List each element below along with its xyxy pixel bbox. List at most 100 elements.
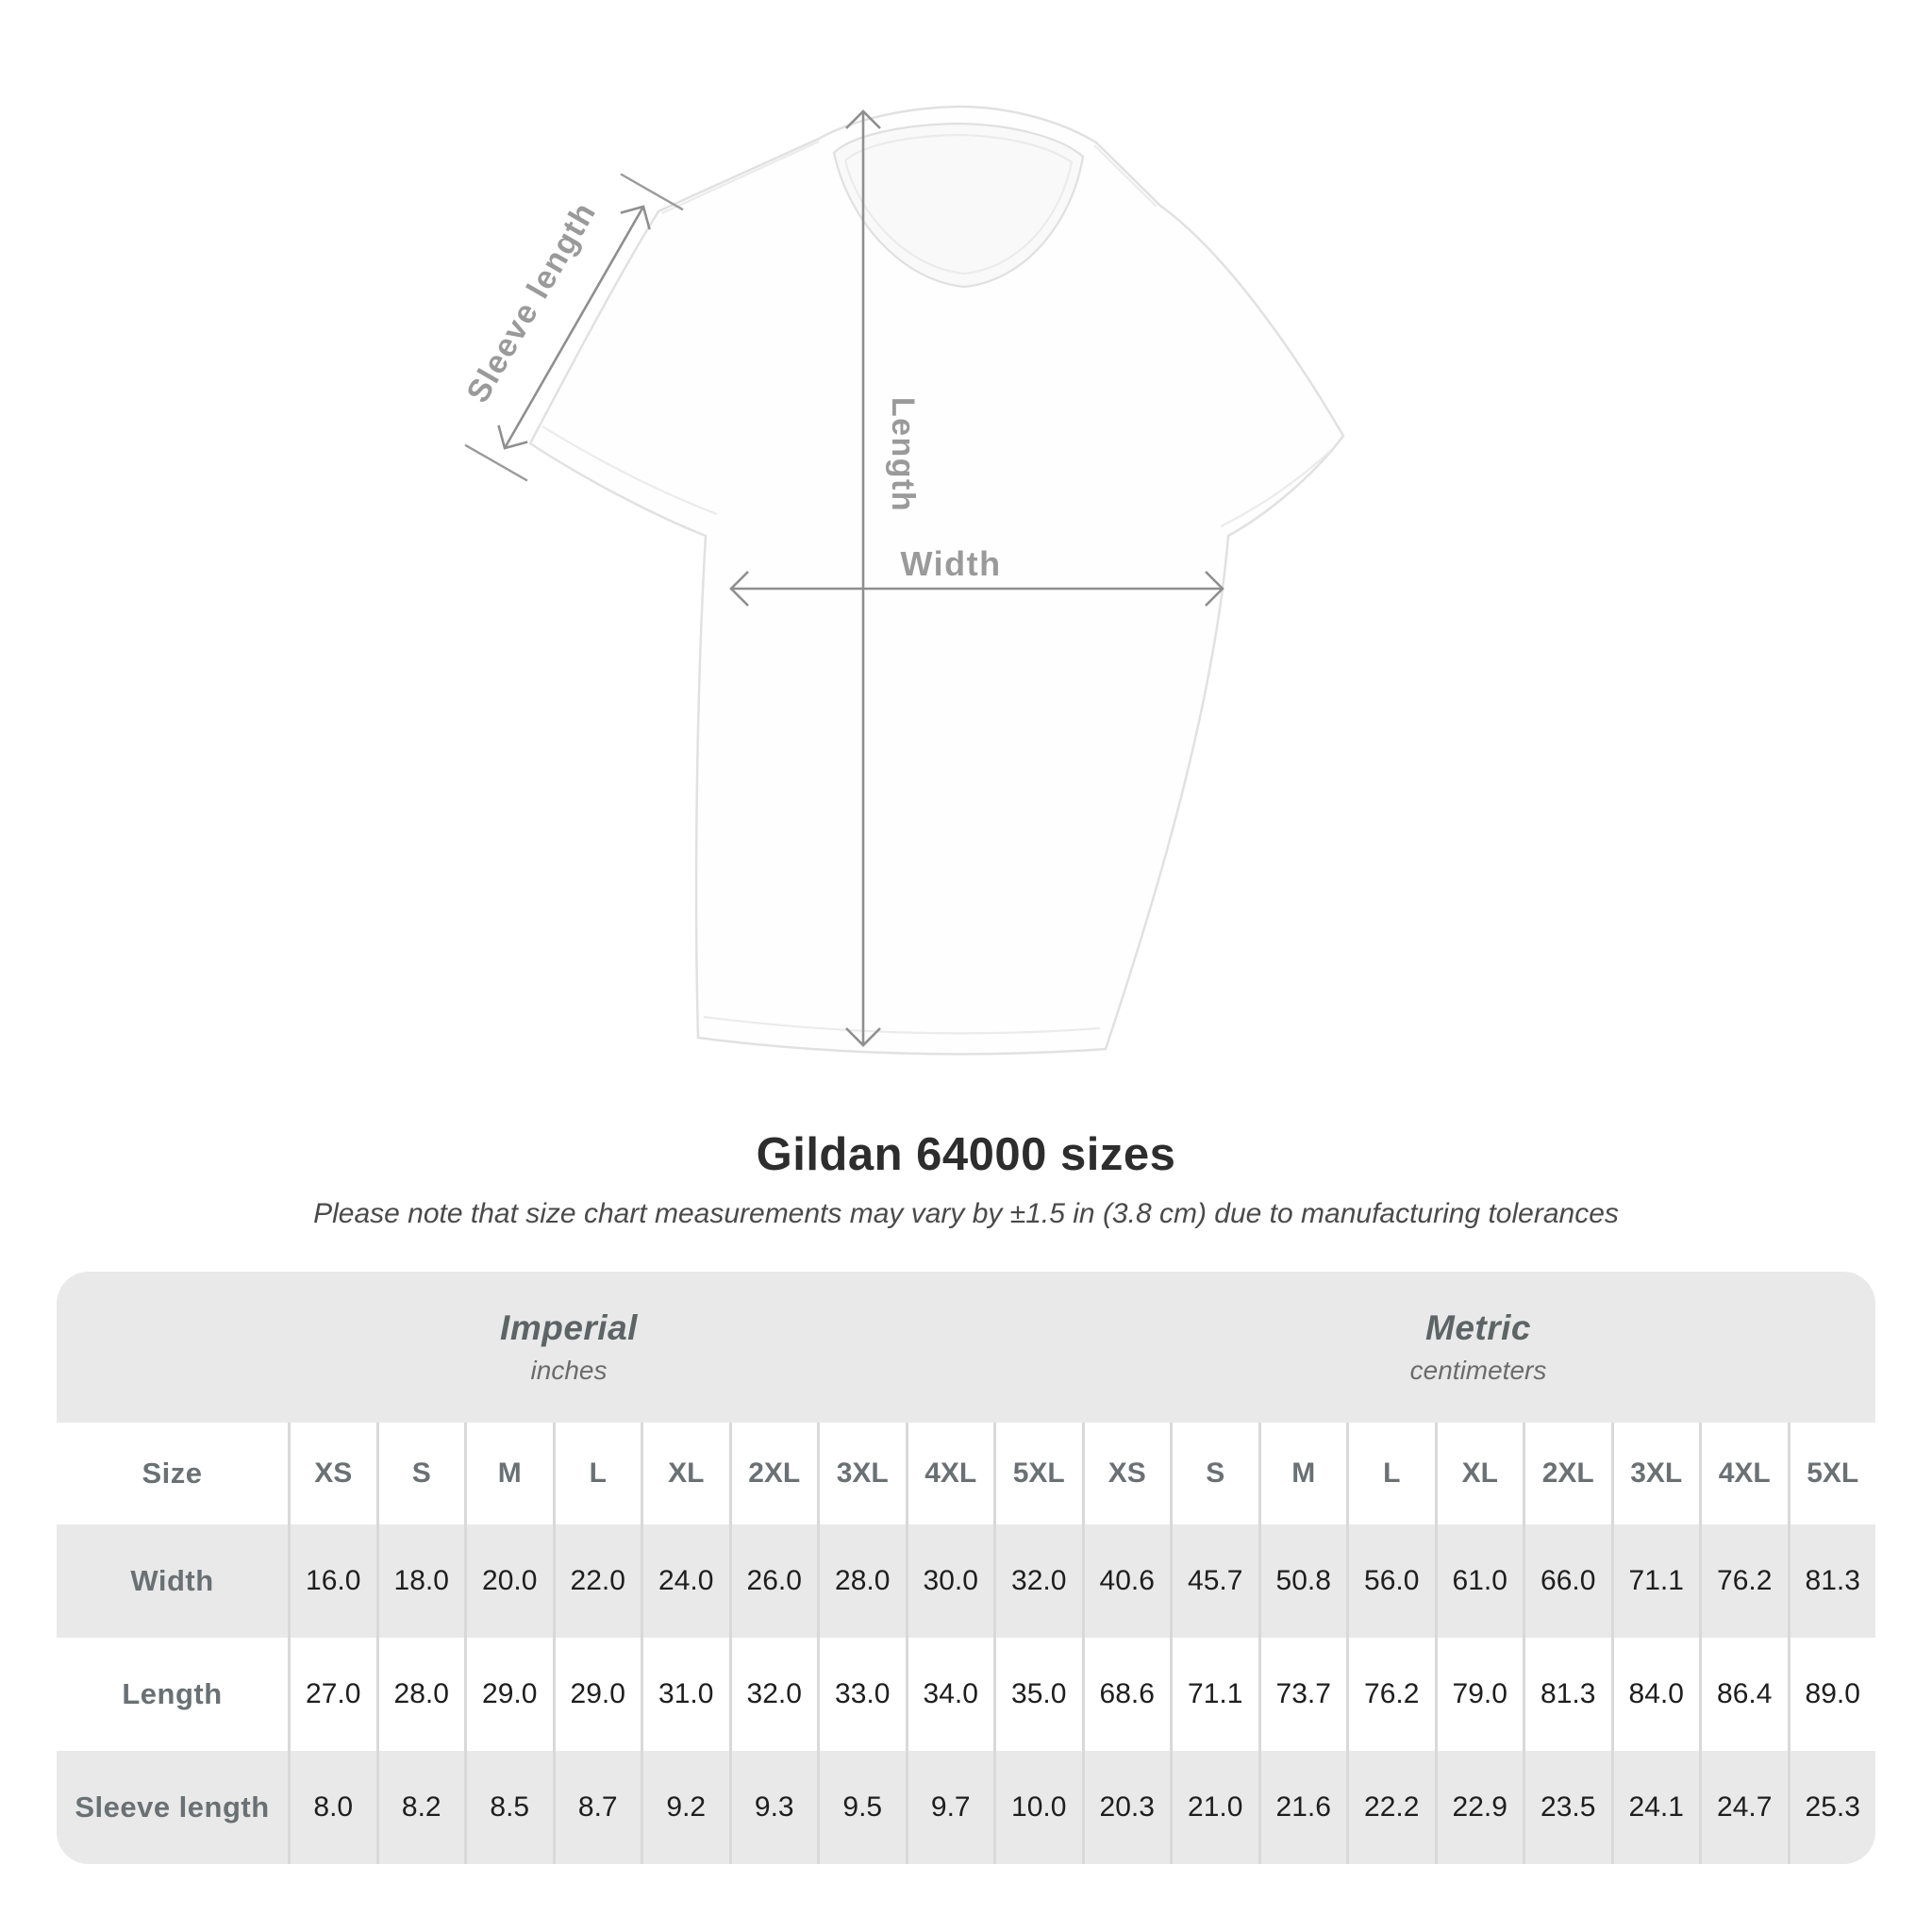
metric-label: Metric (1425, 1308, 1531, 1347)
value-cell: 16.0 (288, 1524, 376, 1638)
length-arrow (845, 109, 881, 1047)
row-label: Length (122, 1677, 223, 1710)
value-cell: 22.2 (1346, 1751, 1435, 1864)
size-header-cell: 2XL (728, 1423, 818, 1524)
value-cell: 32.0 (993, 1524, 1082, 1638)
size-header-cell: S (1170, 1423, 1258, 1524)
value-cell: 45.7 (1170, 1524, 1258, 1638)
sleeve-length-arrow (464, 173, 684, 482)
table-row-sleeve-length: Sleeve length 8.0 8.2 8.5 8.7 9.2 9.3 9.… (57, 1751, 1875, 1864)
size-header-cell: 4XL (1699, 1423, 1788, 1524)
length-label: Length (885, 397, 921, 512)
metric-unit: centimeters (1409, 1356, 1547, 1385)
value-cell: 35.0 (993, 1638, 1082, 1751)
value-cell: 24.0 (641, 1524, 729, 1638)
value-cell: 84.0 (1610, 1638, 1700, 1751)
value-cell: 9.3 (728, 1751, 818, 1864)
value-cell: 33.0 (817, 1638, 906, 1751)
value-cell: 31.0 (641, 1638, 729, 1751)
size-header-cell: 4XL (905, 1423, 994, 1524)
imperial-group-header: Imperial inches (57, 1272, 1081, 1423)
value-cell: 68.6 (1081, 1638, 1171, 1751)
value-cell: 56.0 (1346, 1524, 1435, 1638)
value-cell: 30.0 (905, 1524, 994, 1638)
imperial-unit: inches (530, 1356, 608, 1385)
size-header-cell: L (1346, 1423, 1435, 1524)
size-header-cell: S (375, 1423, 465, 1524)
size-header-cell: L (552, 1423, 641, 1524)
value-cell: 34.0 (905, 1638, 994, 1751)
value-cell: 9.7 (905, 1751, 994, 1864)
value-cell: 24.1 (1610, 1751, 1700, 1864)
value-cell: 25.3 (1787, 1751, 1876, 1864)
value-cell: 81.3 (1787, 1524, 1876, 1638)
value-cell: 86.4 (1699, 1638, 1788, 1751)
page-subtitle: Please note that size chart measurements… (313, 1198, 1619, 1229)
size-header-cell: XL (641, 1423, 729, 1524)
table-row-length: Length 27.0 28.0 29.0 29.0 31.0 32.0 33.… (57, 1638, 1875, 1751)
size-header-cell: M (1257, 1423, 1347, 1524)
size-header-cell: M (464, 1423, 553, 1524)
size-column-header: Size (142, 1457, 203, 1490)
value-cell: 8.2 (375, 1751, 465, 1864)
value-cell: 21.6 (1257, 1751, 1347, 1864)
value-cell: 18.0 (375, 1524, 465, 1638)
value-cell: 9.2 (641, 1751, 729, 1864)
value-cell: 32.0 (728, 1638, 818, 1751)
value-cell: 26.0 (728, 1524, 818, 1638)
value-cell: 28.0 (375, 1638, 465, 1751)
size-header-cell: 2XL (1523, 1423, 1611, 1524)
value-cell: 81.3 (1523, 1638, 1611, 1751)
page-title: Gildan 64000 sizes (756, 1129, 1176, 1180)
width-arrow (729, 571, 1224, 607)
value-cell: 76.2 (1346, 1638, 1435, 1751)
value-cell: 89.0 (1787, 1638, 1876, 1751)
value-cell: 22.9 (1434, 1751, 1524, 1864)
size-header-cell: 5XL (1787, 1423, 1876, 1524)
collar (832, 122, 1085, 289)
row-label: Sleeve length (75, 1790, 270, 1824)
imperial-label: Imperial (500, 1308, 638, 1347)
row-label: Width (130, 1564, 214, 1597)
value-cell: 10.0 (993, 1751, 1082, 1864)
size-chart-table: Imperial inches Metric centimeters Size … (57, 1272, 1875, 1864)
tshirt-outline (528, 105, 1345, 1056)
table-header-row: Size XS S M L XL 2XL 3XL 4XL 5XL XS S M … (57, 1423, 1875, 1524)
metric-group-header: Metric centimeters (1081, 1272, 1875, 1423)
value-cell: 9.5 (817, 1751, 906, 1864)
value-cell: 71.1 (1610, 1524, 1700, 1638)
value-cell: 8.5 (464, 1751, 553, 1864)
tshirt-graphic (528, 105, 1345, 1056)
size-header-cell: 3XL (817, 1423, 906, 1524)
value-cell: 66.0 (1523, 1524, 1611, 1638)
collar-seam (843, 133, 1074, 275)
value-cell: 71.1 (1170, 1638, 1258, 1751)
value-cell: 61.0 (1434, 1524, 1524, 1638)
value-cell: 20.3 (1081, 1751, 1171, 1864)
value-cell: 21.0 (1170, 1751, 1258, 1864)
unit-group-band: Imperial inches Metric centimeters (57, 1272, 1875, 1423)
value-cell: 20.0 (464, 1524, 553, 1638)
size-header-cell: XL (1434, 1423, 1524, 1524)
value-cell: 40.6 (1081, 1524, 1171, 1638)
value-cell: 27.0 (288, 1638, 376, 1751)
tshirt-diagram: Sleeve length Length Width (459, 105, 1345, 1056)
left-sleeve-seam (541, 425, 718, 516)
size-header-cell: XS (288, 1423, 376, 1524)
size-header-cell: 5XL (993, 1423, 1082, 1524)
value-cell: 23.5 (1523, 1751, 1611, 1864)
value-cell: 8.7 (552, 1751, 641, 1864)
value-cell: 8.0 (288, 1751, 376, 1864)
value-cell: 29.0 (552, 1638, 641, 1751)
value-cell: 73.7 (1257, 1638, 1347, 1751)
width-label: Width (900, 544, 1001, 583)
left-shoulder-seam (661, 140, 820, 215)
right-sleeve-seam (1220, 450, 1331, 527)
value-cell: 76.2 (1699, 1524, 1788, 1638)
size-header-cell: XS (1081, 1423, 1171, 1524)
value-cell: 24.7 (1699, 1751, 1788, 1864)
table-row-width: Width 16.0 18.0 20.0 22.0 24.0 26.0 28.0… (57, 1524, 1875, 1638)
bottom-hem-seam (703, 1015, 1101, 1035)
value-cell: 29.0 (464, 1638, 553, 1751)
